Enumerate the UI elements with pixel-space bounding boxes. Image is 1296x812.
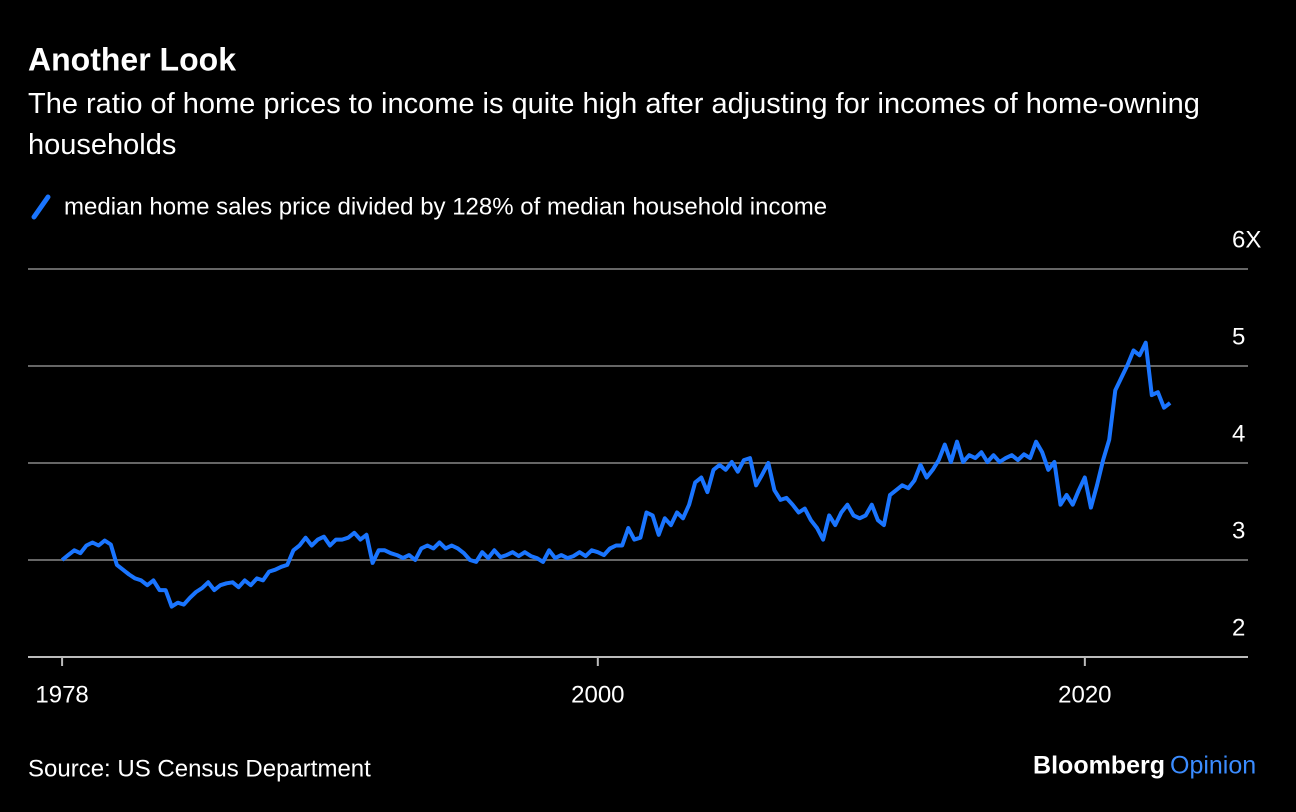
series-line — [60, 340, 1172, 609]
chart-title: Another Look — [28, 41, 236, 77]
y-tick-label: 4 — [1232, 420, 1245, 447]
y-tick-label: 5 — [1232, 323, 1245, 350]
legend-swatch — [31, 194, 51, 220]
source: Source: US Census Department — [28, 755, 371, 782]
x-tick-label: 2000 — [571, 681, 624, 708]
x-tick-label: 2020 — [1058, 681, 1111, 708]
subtitle-box: The ratio of home prices to income is qu… — [28, 88, 1200, 161]
y-tick-label: 6X — [1232, 226, 1261, 253]
x-tick-label: 1978 — [35, 681, 88, 708]
legend-label: median home sales price divided by 128% … — [64, 193, 827, 220]
brand-section: Opinion — [1170, 752, 1256, 780]
y-tick-label: 2 — [1232, 614, 1245, 641]
y-tick-label: 3 — [1232, 517, 1245, 544]
chart-subtitle: The ratio of home prices to income is qu… — [28, 88, 1200, 161]
brand: Bloomberg — [1033, 752, 1165, 780]
